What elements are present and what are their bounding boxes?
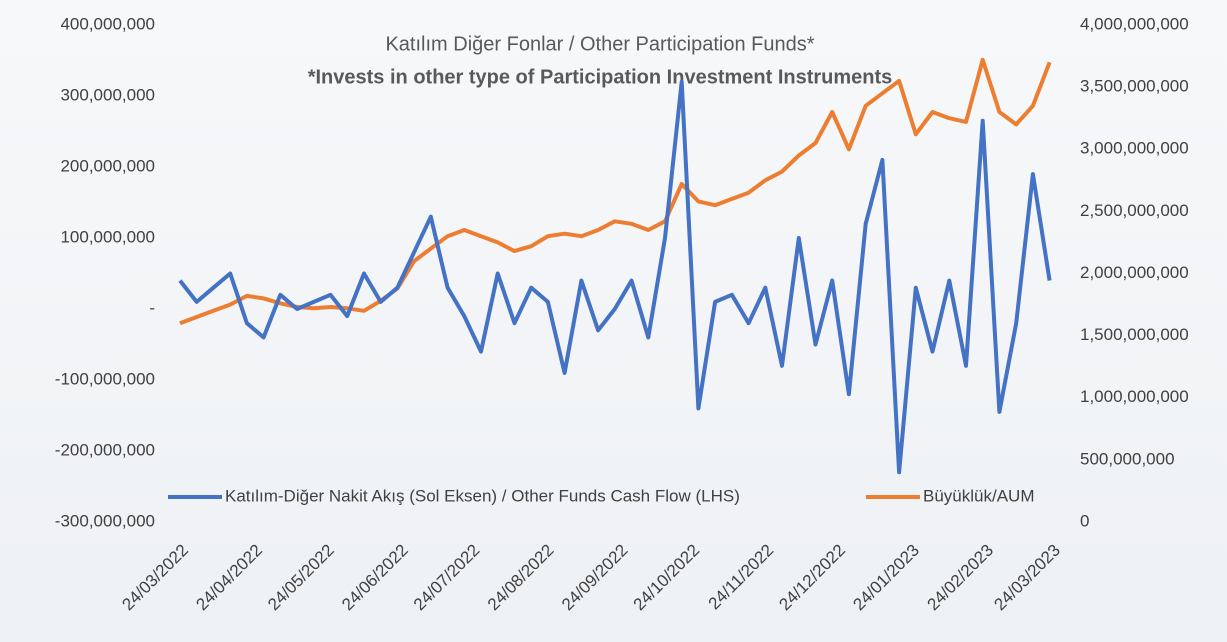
y2-tick-label: 3,500,000,000 <box>1080 77 1189 96</box>
y2-tick-label: 3,000,000,000 <box>1080 139 1189 158</box>
y-tick-label: 200,000,000 <box>60 156 155 175</box>
y-tick-label: 300,000,000 <box>60 85 155 104</box>
y-tick-label: -200,000,000 <box>55 440 155 459</box>
y2-tick-label: 2,000,000,000 <box>1080 263 1189 282</box>
x-tick-label: 24/04/2022 <box>192 541 266 615</box>
y2-tick-label: 0 <box>1080 511 1089 530</box>
x-tick-label: 24/05/2022 <box>264 541 338 615</box>
series-line <box>179 57 1052 326</box>
y-tick-label: - <box>149 298 155 317</box>
series-line <box>178 79 1052 475</box>
y2-tick-label: 500,000,000 <box>1080 449 1175 468</box>
legend-label: Katılım-Diğer Nakit Akış (Sol Eksen) / O… <box>225 486 740 505</box>
y2-tick-label: 1,000,000,000 <box>1080 387 1189 406</box>
x-tick-label: 24/07/2022 <box>410 541 484 615</box>
y2-tick-label: 4,000,000,000 <box>1080 14 1189 33</box>
y-tick-label: 400,000,000 <box>60 14 155 33</box>
x-tick-label: 24/08/2022 <box>484 541 558 615</box>
x-tick-label: 24/01/2023 <box>849 541 923 615</box>
y2-tick-label: 1,500,000,000 <box>1080 325 1189 344</box>
x-tick-label: 24/03/2023 <box>990 541 1064 615</box>
y-tick-label: -100,000,000 <box>55 369 155 388</box>
y2-tick-label: 2,500,000,000 <box>1080 201 1189 220</box>
x-tick-label: 24/02/2023 <box>924 541 998 615</box>
x-tick-label: 24/03/2022 <box>118 541 192 615</box>
x-tick-label: 24/06/2022 <box>338 541 412 615</box>
x-tick-label: 24/12/2022 <box>775 541 849 615</box>
x-tick-label: 24/09/2022 <box>558 541 632 615</box>
x-tick-label: 24/11/2022 <box>705 541 778 614</box>
legend-label: Büyüklük/AUM <box>923 486 1034 505</box>
x-tick-label: 24/10/2022 <box>630 541 704 615</box>
chart-title: Katılım Diğer Fonlar / Other Participati… <box>385 33 814 55</box>
y-tick-label: -300,000,000 <box>55 511 155 530</box>
chart-subtitle: *Invests in other type of Participation … <box>308 66 893 88</box>
y-tick-label: 100,000,000 <box>60 227 155 246</box>
